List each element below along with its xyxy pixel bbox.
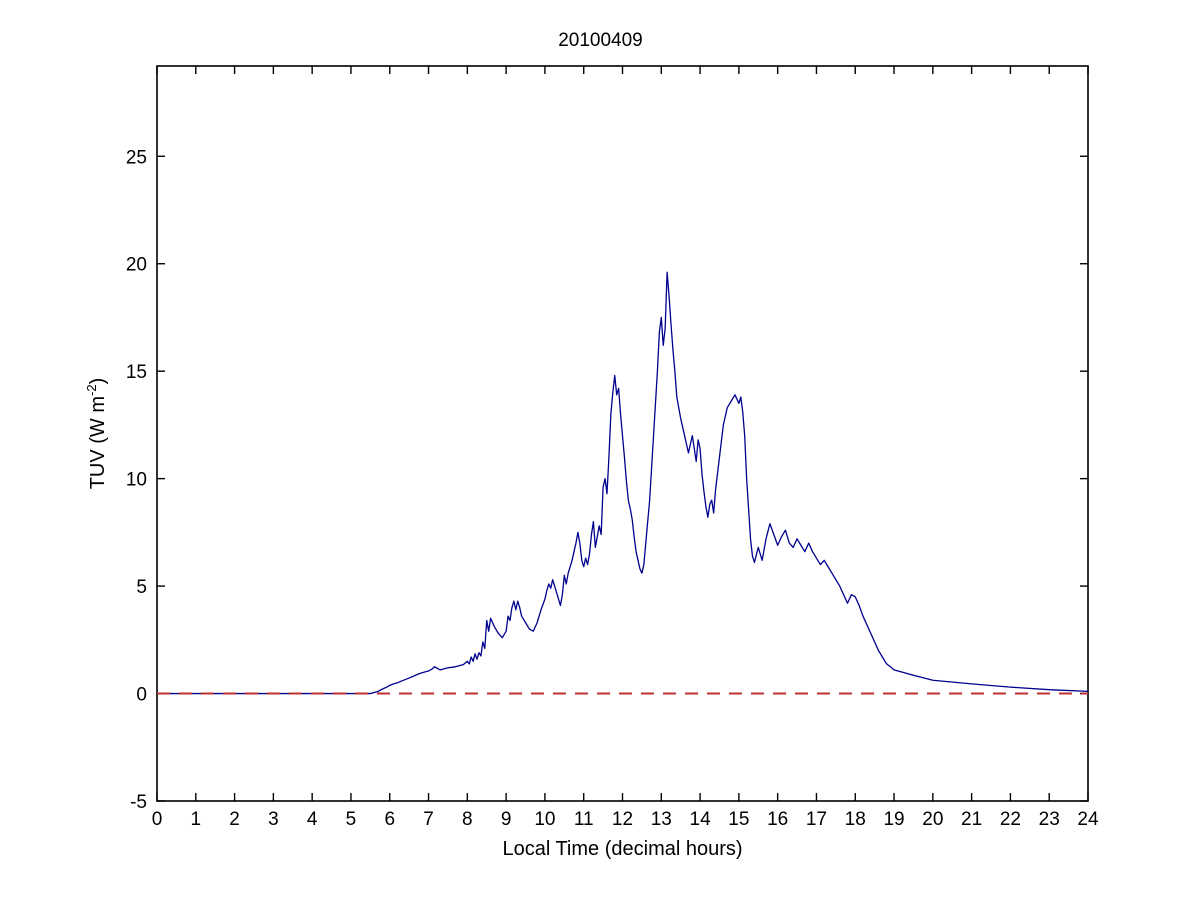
x-axis-tick-label: 8 xyxy=(462,809,473,830)
x-axis-tick-label: 20 xyxy=(922,809,943,830)
x-axis-tick-label: 2 xyxy=(229,809,240,830)
x-axis-tick-label: 13 xyxy=(651,809,672,830)
x-axis-tick-label: 24 xyxy=(1077,809,1099,830)
x-axis-tick-label: 9 xyxy=(501,809,512,830)
x-axis-tick-label: 0 xyxy=(152,809,163,830)
x-axis-tick-label: 11 xyxy=(574,809,594,830)
y-axis-tick-label: 20 xyxy=(126,255,147,276)
y-axis-tick-label: 25 xyxy=(126,147,147,168)
data-series-line xyxy=(157,271,1089,695)
x-axis-tick-label: 12 xyxy=(612,809,633,830)
x-axis-tick-label: 10 xyxy=(534,809,555,830)
x-axis-tick-label: 19 xyxy=(883,809,904,830)
x-axis-tick-label: 3 xyxy=(268,809,279,830)
x-axis-tick-label: 15 xyxy=(728,809,749,830)
y-axis-tick-label: 15 xyxy=(126,362,147,383)
y-axis-tick-label: -5 xyxy=(130,792,147,813)
x-axis-tick-label: 14 xyxy=(690,809,712,830)
x-axis-tick-label: 7 xyxy=(423,809,434,830)
x-axis-tick-label: 6 xyxy=(384,809,395,830)
page-title: 20100409 xyxy=(558,30,643,51)
x-axis-tick-label: 22 xyxy=(1000,809,1021,830)
x-axis-tick-label: 18 xyxy=(845,809,866,830)
y-axis-tick-label: 0 xyxy=(136,685,147,706)
x-axis-tick-label: 23 xyxy=(1039,809,1060,830)
x-axis-tick-label: 1 xyxy=(191,809,202,830)
y-axis-tick-label: 10 xyxy=(126,470,147,491)
x-axis-tick-label: 16 xyxy=(767,809,788,830)
x-axis-tick-label: 4 xyxy=(307,809,318,830)
x-axis-title: Local Time (decimal hours) xyxy=(502,838,742,860)
y-axis-title: TUV (W m-2) xyxy=(84,378,109,490)
y-axis-tick-label: 5 xyxy=(136,577,147,598)
x-axis-tick-label: 21 xyxy=(961,809,982,830)
x-axis-tick-label: 5 xyxy=(346,809,357,830)
x-axis-tick-label: 17 xyxy=(806,809,827,830)
